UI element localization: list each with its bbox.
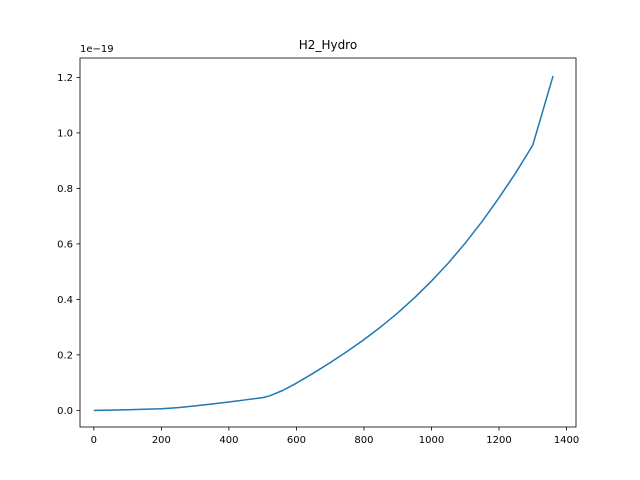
x-tick-label-1000: 1000 (419, 435, 444, 446)
x-tick-label-1400: 1400 (554, 435, 579, 446)
y-offset-label: 1e−19 (80, 44, 114, 55)
y-tick-label-6: 1.2 (57, 73, 73, 84)
y-tick-label-5: 1.0 (57, 129, 73, 140)
y-tick-label-2: 0.4 (57, 295, 73, 306)
y-tick-label-3: 0.6 (57, 239, 73, 250)
x-tick-label-0: 0 (91, 435, 97, 446)
y-tick-label-0: 0.0 (57, 406, 73, 417)
y-tick-label-4: 0.8 (57, 184, 73, 195)
x-tick-label-800: 800 (354, 435, 373, 446)
x-tick-label-1200: 1200 (486, 435, 511, 446)
plot-area: 0 200 400 600 800 1000 1200 1400 0.0 0.2 0.4 0.6 0.8… (57, 57, 579, 446)
series-line-0 (93, 75, 554, 412)
x-tick-label-600: 600 (287, 435, 306, 446)
chart-title: H2_Hydro (299, 38, 357, 52)
y-tick-label-1: 0.2 (57, 350, 73, 361)
x-tick-label-400: 400 (219, 435, 238, 446)
x-tick-label-200: 200 (152, 435, 171, 446)
axes-frame (79, 57, 577, 428)
